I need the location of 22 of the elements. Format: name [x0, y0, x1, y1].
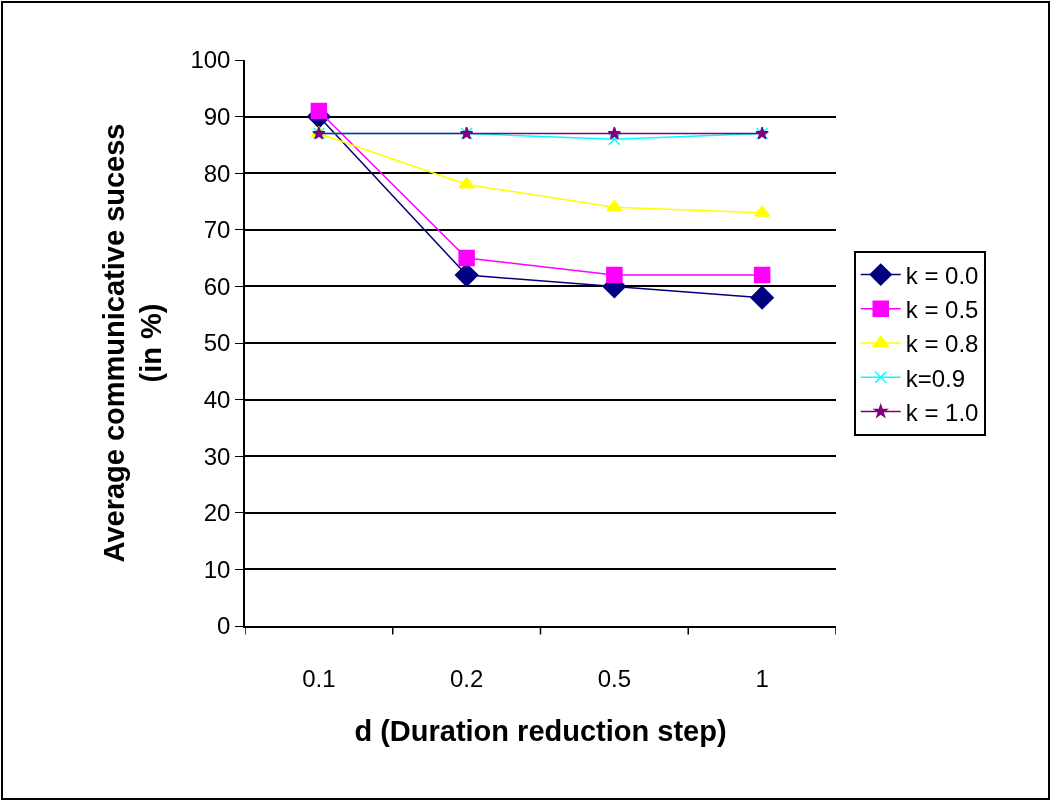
y-tick-label: 10 — [203, 555, 231, 583]
y-tick-label: 60 — [203, 272, 231, 300]
y-tick-label: 90 — [203, 103, 231, 130]
x-tick-label: 0.1 — [302, 664, 336, 692]
x-tick-label: 0.5 — [597, 664, 632, 692]
y-axis-title: Average communicative sucess (in %) — [97, 123, 168, 563]
legend-label: k = 0.8 — [905, 330, 979, 358]
y-tick-label: 40 — [203, 386, 231, 413]
x-tick-label: 1 — [755, 664, 769, 692]
legend-label: k = 1.0 — [905, 398, 979, 426]
legend-label: k=0.9 — [905, 364, 966, 392]
legend-label: k = 0.5 — [905, 296, 979, 324]
y-tick-label: 20 — [203, 499, 231, 527]
y-tick-label: 80 — [203, 159, 231, 187]
y-tick-label: 70 — [203, 216, 231, 244]
y-tick-label: 0 — [217, 612, 231, 640]
y-tick-label: 50 — [203, 329, 231, 357]
y-tick-label: 30 — [203, 442, 231, 470]
y-tick-label: 100 — [190, 46, 231, 74]
x-axis-title: d (Duration reduction step) — [354, 714, 727, 747]
legend-label: k = 0.0 — [905, 261, 979, 289]
x-tick-label: 0.2 — [449, 664, 484, 692]
